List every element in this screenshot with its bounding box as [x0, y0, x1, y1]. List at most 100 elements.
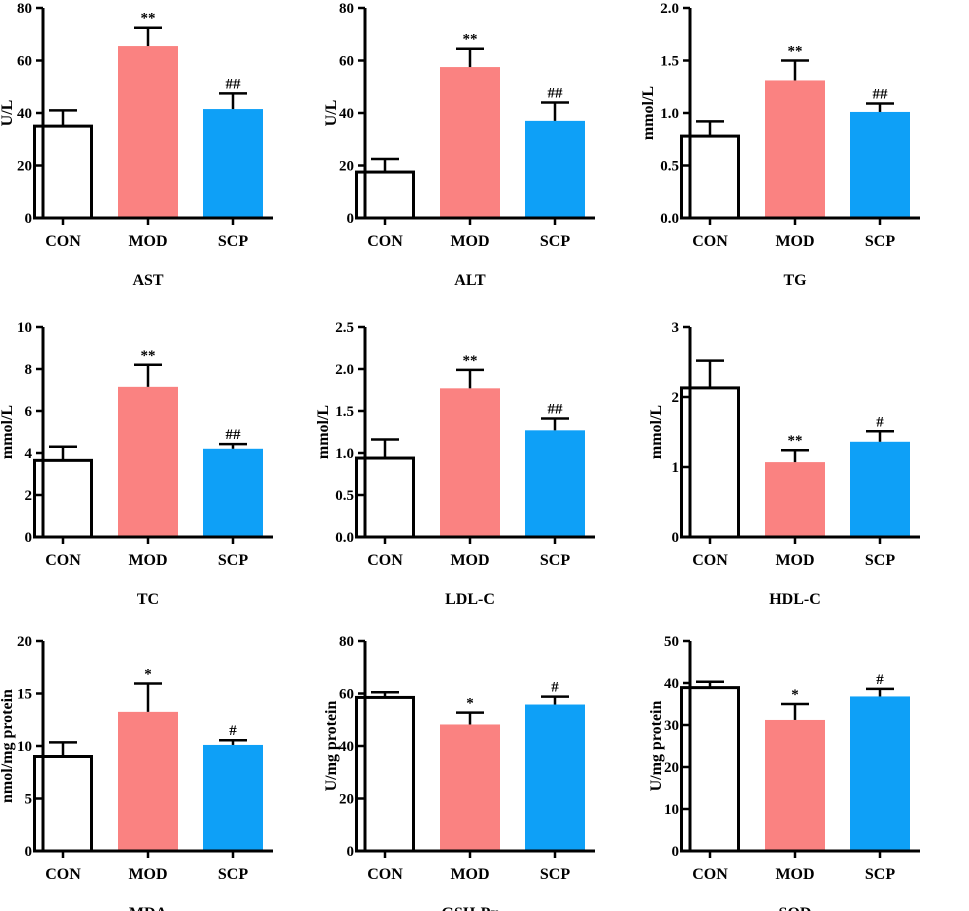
- significance-mark: **: [141, 11, 156, 27]
- y-tick-label: 10: [17, 739, 32, 755]
- x-tick-label: SCP: [540, 233, 570, 250]
- significance-mark: *: [466, 696, 474, 712]
- bar-mod: [765, 719, 825, 851]
- bar-scp: [850, 696, 910, 851]
- x-tick-label: CON: [692, 866, 728, 883]
- y-axis-label: U/L: [0, 100, 16, 127]
- x-tick-label: CON: [692, 552, 728, 569]
- x-tick-label: CON: [45, 866, 81, 883]
- chart-title: GSH-Px: [442, 905, 499, 911]
- y-tick-label: 60: [339, 54, 354, 70]
- bar-mod: [118, 711, 178, 851]
- x-tick-label: MOD: [450, 866, 489, 883]
- significance-mark: ##: [548, 86, 564, 102]
- y-tick-label: 0: [347, 211, 355, 227]
- y-tick-label: 30: [664, 718, 679, 734]
- y-tick-label: 10: [664, 802, 679, 818]
- y-axis-label: mmol/L: [315, 405, 332, 459]
- y-tick-label: 0: [347, 844, 355, 860]
- y-tick-label: 0: [25, 844, 33, 860]
- y-tick-label: 2: [672, 390, 680, 406]
- x-tick-label: SCP: [218, 866, 248, 883]
- y-axis-label: mmol/L: [0, 405, 16, 459]
- y-tick-label: 0: [25, 211, 33, 227]
- y-tick-label: 20: [339, 159, 354, 175]
- significance-mark: #: [876, 414, 884, 430]
- chart-panel-ldl-c: CON ** MOD ## SCP 0.0 0.5 1.0 1.5 2.0 2.5 mmol/L LDL…: [315, 320, 595, 608]
- significance-mark: *: [791, 687, 799, 703]
- significance-mark: **: [463, 353, 478, 369]
- bar-mod: [765, 462, 825, 537]
- y-tick-label: 2.5: [335, 320, 354, 336]
- y-tick-label: 1.0: [660, 106, 679, 122]
- x-tick-label: MOD: [450, 552, 489, 569]
- y-tick-label: 0: [672, 844, 680, 860]
- chart-title: MDA: [129, 905, 168, 911]
- bar-scp: [525, 430, 585, 537]
- significance-mark: ##: [226, 427, 242, 443]
- y-tick-label: 0.5: [660, 159, 679, 175]
- significance-mark: **: [788, 44, 803, 60]
- x-tick-label: MOD: [450, 233, 489, 250]
- chart-title: TG: [783, 272, 807, 289]
- chart-title: SOD: [779, 905, 812, 911]
- chart-panel-ast: CON ** MOD ## SCP 0 20 40 60 80 U/L AST: [0, 1, 273, 289]
- y-tick-label: 1: [672, 460, 680, 476]
- significance-mark: *: [144, 667, 152, 683]
- y-tick-label: 20: [339, 792, 354, 808]
- bar-mod: [440, 724, 500, 851]
- significance-mark: #: [551, 680, 559, 696]
- y-axis-label: mmol/L: [648, 405, 665, 459]
- y-tick-label: 0.0: [660, 211, 679, 227]
- significance-mark: ##: [548, 402, 564, 418]
- y-tick-label: 1.0: [335, 446, 354, 462]
- y-tick-label: 5: [25, 792, 33, 808]
- bar-scp: [525, 704, 585, 851]
- chart-title: TC: [137, 591, 159, 608]
- y-tick-label: 6: [25, 404, 33, 420]
- significance-mark: #: [876, 672, 884, 688]
- y-tick-label: 60: [17, 54, 32, 70]
- y-tick-label: 2.0: [660, 1, 679, 17]
- y-tick-label: 1.5: [335, 404, 354, 420]
- significance-mark: ##: [873, 87, 889, 103]
- y-tick-label: 4: [25, 446, 33, 462]
- x-tick-label: CON: [45, 552, 81, 569]
- significance-mark: **: [788, 433, 803, 449]
- y-tick-label: 0.5: [335, 488, 354, 504]
- y-tick-label: 50: [664, 634, 679, 650]
- y-tick-label: 2.0: [335, 362, 354, 378]
- bar-scp: [203, 448, 263, 537]
- y-tick-label: 0: [672, 530, 680, 546]
- chart-title: ALT: [454, 272, 486, 289]
- y-axis-label: U/L: [323, 100, 340, 127]
- x-tick-label: SCP: [540, 552, 570, 569]
- x-tick-label: MOD: [775, 866, 814, 883]
- y-axis-label: U/mg protein: [648, 700, 665, 791]
- x-tick-label: CON: [367, 552, 403, 569]
- significance-mark: ##: [226, 76, 242, 92]
- x-tick-label: SCP: [218, 233, 248, 250]
- significance-mark: **: [141, 348, 156, 364]
- x-tick-label: CON: [367, 866, 403, 883]
- bar-scp: [203, 109, 263, 218]
- x-tick-label: SCP: [865, 552, 895, 569]
- y-tick-label: 1.5: [660, 54, 679, 70]
- y-tick-label: 60: [339, 687, 354, 703]
- y-tick-label: 20: [17, 159, 32, 175]
- chart-panel-hdl-c: CON ** MOD # SCP 0 1 2 3 mmol/L HDL-C: [648, 320, 920, 608]
- y-tick-label: 80: [339, 1, 354, 17]
- x-tick-label: SCP: [218, 552, 248, 569]
- y-axis-label: nmol/mg protein: [0, 689, 16, 803]
- significance-mark: #: [229, 723, 237, 739]
- x-tick-label: CON: [692, 233, 728, 250]
- x-tick-label: SCP: [865, 866, 895, 883]
- x-tick-label: SCP: [865, 233, 895, 250]
- x-tick-label: MOD: [128, 233, 167, 250]
- x-tick-label: CON: [367, 233, 403, 250]
- y-tick-label: 20: [664, 760, 679, 776]
- x-tick-label: MOD: [128, 866, 167, 883]
- y-tick-label: 10: [17, 320, 32, 336]
- y-tick-label: 40: [339, 739, 354, 755]
